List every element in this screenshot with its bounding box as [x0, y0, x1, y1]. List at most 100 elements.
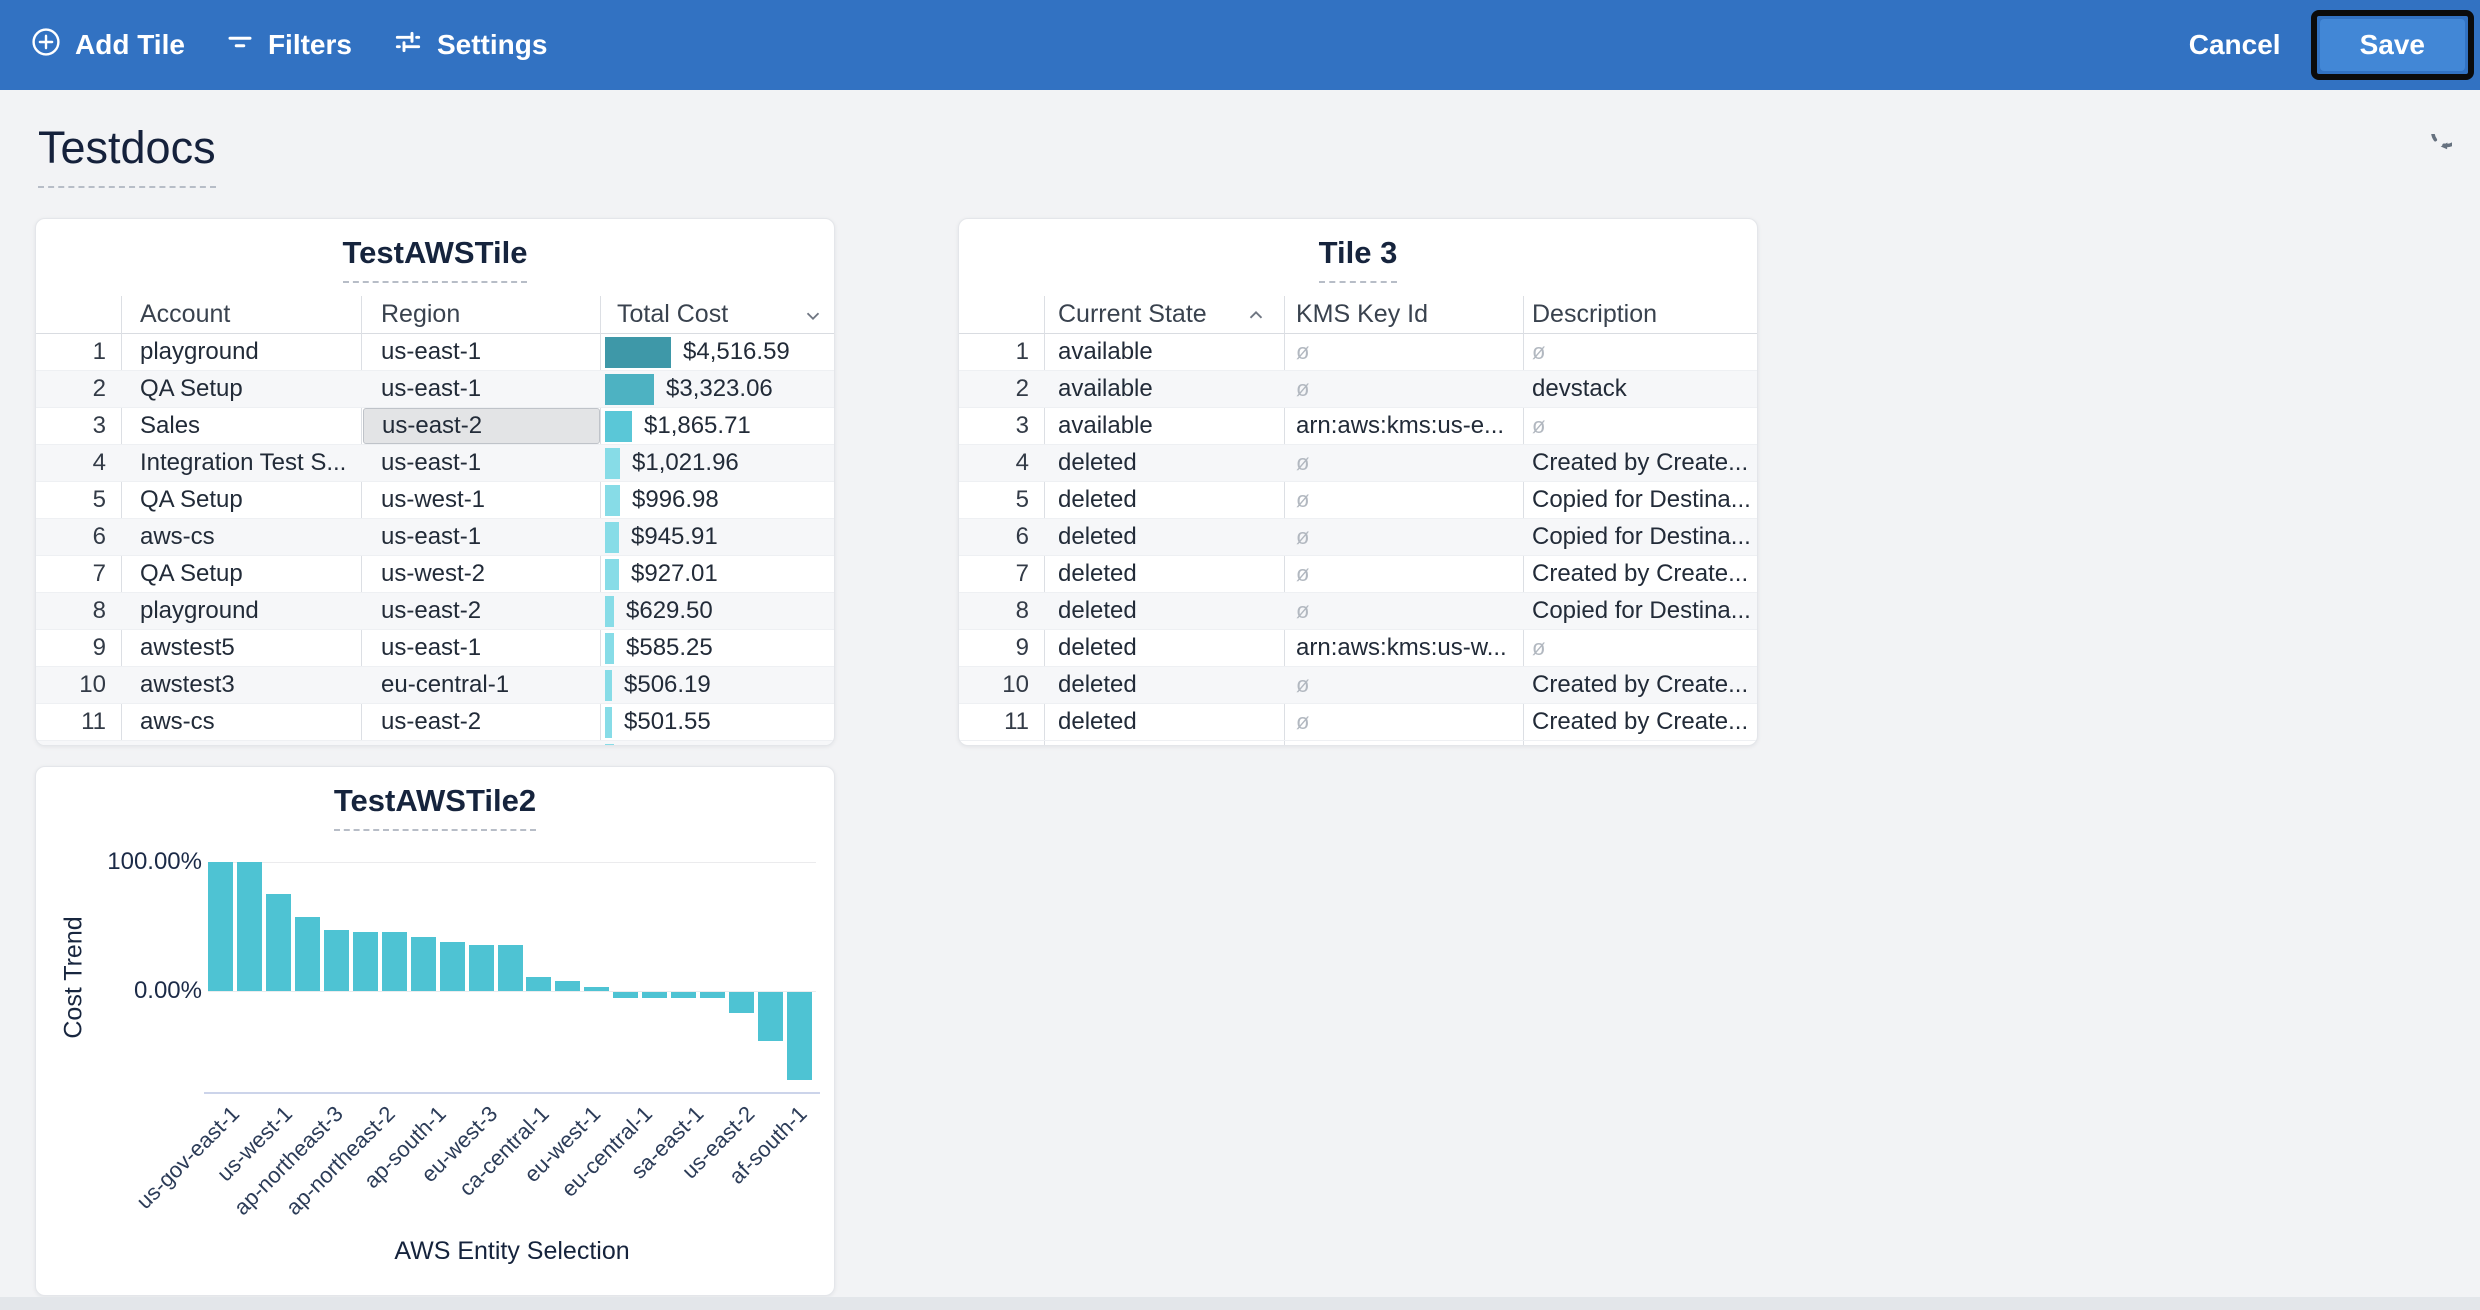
cell-region[interactable]: us-east-2: [363, 408, 600, 444]
table-row[interactable]: 9 awstest5 us-east-1 $585.25: [36, 630, 834, 667]
cell-region[interactable]: eu-central-1: [381, 671, 510, 698]
add-tile-button[interactable]: Add Tile: [30, 26, 185, 65]
cell-description[interactable]: Copied for Destina...: [1532, 597, 1751, 624]
cell-kms-key-id[interactable]: ø: [1283, 371, 1519, 407]
cell-region[interactable]: us-east-2: [381, 597, 482, 624]
table-row[interactable]: 1 available ø ø: [959, 334, 1757, 371]
cell-region[interactable]: us-east-1: [381, 523, 482, 550]
column-header-account[interactable]: Account: [140, 300, 231, 328]
cell-account[interactable]: Integration Test S...: [140, 449, 347, 476]
cell-total-cost[interactable]: $996.98: [602, 482, 834, 518]
cell-region[interactable]: us-west-1: [381, 486, 486, 513]
column-header-kms-key-id[interactable]: KMS Key Id: [1296, 300, 1428, 328]
column-header-total-cost[interactable]: Total Cost: [617, 300, 729, 328]
cancel-button[interactable]: Cancel: [2188, 29, 2281, 60]
tile-title[interactable]: TestAWSTile2: [36, 783, 834, 831]
cell-description[interactable]: Created by Create...: [1532, 560, 1749, 587]
table-row[interactable]: 5 deleted ø Copied for Destina...: [959, 482, 1757, 519]
cell-total-cost[interactable]: $585.25: [602, 630, 834, 666]
cell-description[interactable]: Copied for Destina...: [1532, 486, 1751, 513]
cell-kms-key-id[interactable]: ø: [1283, 519, 1519, 555]
cell-total-cost[interactable]: $3,323.06: [602, 371, 834, 407]
cell-description[interactable]: Created by Create...: [1532, 708, 1749, 735]
cell-description[interactable]: Copied for Destina...: [1532, 523, 1751, 550]
cell-description[interactable]: Created by Create...: [1532, 449, 1749, 476]
cell-kms-key-id[interactable]: ø: [1283, 593, 1519, 629]
chevron-down-icon[interactable]: [802, 305, 824, 332]
table-row[interactable]: 6 aws-cs us-east-1 $945.91: [36, 519, 834, 556]
cell-account[interactable]: awstest5: [140, 634, 235, 661]
cell-kms-key-id[interactable]: ø: [1283, 556, 1519, 592]
cell-current-state[interactable]: deleted: [1058, 449, 1137, 476]
cell-account[interactable]: QA Setup: [140, 560, 243, 587]
cell-current-state[interactable]: deleted: [1058, 523, 1137, 550]
column-header-region[interactable]: Region: [381, 300, 461, 328]
table-row[interactable]: 4 deleted ø Created by Create...: [959, 445, 1757, 482]
table-row[interactable]: 7 QA Setup us-west-2 $927.01: [36, 556, 834, 593]
chevron-up-icon[interactable]: [1245, 305, 1267, 332]
save-button[interactable]: Save: [2319, 19, 2465, 71]
cell-current-state[interactable]: available: [1058, 338, 1153, 365]
table-row[interactable]: 8 deleted ø Copied for Destina...: [959, 593, 1757, 630]
cell-description[interactable]: Created by Create...: [1532, 671, 1749, 698]
table-row[interactable]: 4 Integration Test S... us-east-1 $1,021.96: [36, 445, 834, 482]
cell-total-cost[interactable]: $506.19: [602, 667, 834, 703]
cell-kms-key-id[interactable]: ø: [1283, 667, 1519, 703]
cell-kms-key-id[interactable]: ø: [1283, 334, 1519, 370]
table-row[interactable]: 9 deleted arn:aws:kms:us-w... ø: [959, 630, 1757, 667]
cell-account[interactable]: QA Setup: [140, 486, 243, 513]
page-title[interactable]: Testdocs: [38, 122, 216, 188]
filters-button[interactable]: Filters: [225, 27, 352, 64]
cell-total-cost[interactable]: $945.91: [602, 519, 834, 555]
table-row[interactable]: 2 QA Setup us-east-1 $3,323.06: [36, 371, 834, 408]
cell-account[interactable]: aws-cs: [140, 708, 215, 735]
table-row[interactable]: 7 deleted ø Created by Create...: [959, 556, 1757, 593]
cell-account[interactable]: playground: [140, 597, 259, 624]
cell-current-state[interactable]: deleted: [1058, 486, 1137, 513]
table-row[interactable]: 3 Sales us-east-2 $1,865.71: [36, 408, 834, 445]
cell-total-cost[interactable]: $1,865.71: [602, 408, 834, 444]
table-row[interactable]: 11 aws-cs us-east-2 $501.55: [36, 704, 834, 741]
cell-kms-key-id[interactable]: ø: [1283, 704, 1519, 740]
page-title-text[interactable]: Testdocs: [38, 122, 216, 188]
cell-description[interactable]: devstack: [1532, 375, 1627, 402]
cell-region[interactable]: us-east-1: [381, 634, 482, 661]
cell-region[interactable]: us-east-1: [381, 338, 482, 365]
table-row[interactable]: 1 playground us-east-1 $4,516.59: [36, 334, 834, 371]
cell-account[interactable]: aws-cs: [140, 523, 215, 550]
cell-current-state[interactable]: available: [1058, 375, 1153, 402]
cell-account[interactable]: playground: [140, 338, 259, 365]
table-row[interactable]: 8 playground us-east-2 $629.50: [36, 593, 834, 630]
table-row[interactable]: 10 awstest3 eu-central-1 $506.19: [36, 667, 834, 704]
cell-description[interactable]: ø: [1521, 630, 1757, 666]
table-row[interactable]: 5 QA Setup us-west-1 $996.98: [36, 482, 834, 519]
cell-region[interactable]: us-east-2: [381, 708, 482, 735]
table-row[interactable]: 6 deleted ø Copied for Destina...: [959, 519, 1757, 556]
column-header-description[interactable]: Description: [1532, 300, 1658, 328]
cell-total-cost[interactable]: $927.01: [602, 556, 834, 592]
settings-button[interactable]: Settings: [392, 26, 547, 65]
table-row[interactable]: 11 deleted ø Created by Create...: [959, 704, 1757, 741]
cell-region[interactable]: us-west-2: [381, 560, 486, 587]
cell-account[interactable]: QA Setup: [140, 375, 243, 402]
table-row[interactable]: 2 available ø devstack: [959, 371, 1757, 408]
refresh-button[interactable]: [2414, 116, 2462, 175]
cell-current-state[interactable]: deleted: [1058, 597, 1137, 624]
cell-region[interactable]: us-east-1: [381, 375, 482, 402]
cell-description[interactable]: ø: [1521, 408, 1757, 444]
cell-kms-key-id[interactable]: ø: [1283, 445, 1519, 481]
cell-kms-key-id[interactable]: ø: [1283, 482, 1519, 518]
cell-total-cost[interactable]: $4,516.59: [602, 334, 834, 370]
cell-account[interactable]: Sales: [140, 412, 201, 439]
tile-title[interactable]: Tile 3: [959, 235, 1757, 283]
cell-region[interactable]: us-east-1: [381, 449, 482, 476]
cell-description[interactable]: ø: [1521, 334, 1757, 370]
cell-total-cost[interactable]: $629.50: [602, 593, 834, 629]
cell-current-state[interactable]: deleted: [1058, 560, 1137, 587]
cell-kms-key-id[interactable]: arn:aws:kms:us-w...: [1296, 634, 1507, 661]
cell-current-state[interactable]: deleted: [1058, 708, 1137, 735]
cell-current-state[interactable]: deleted: [1058, 671, 1137, 698]
tile-title[interactable]: TestAWSTile: [36, 235, 834, 283]
cell-current-state[interactable]: deleted: [1058, 634, 1137, 661]
cell-current-state[interactable]: available: [1058, 412, 1153, 439]
